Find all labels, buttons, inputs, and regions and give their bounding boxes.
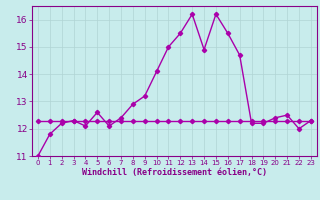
X-axis label: Windchill (Refroidissement éolien,°C): Windchill (Refroidissement éolien,°C): [82, 168, 267, 177]
